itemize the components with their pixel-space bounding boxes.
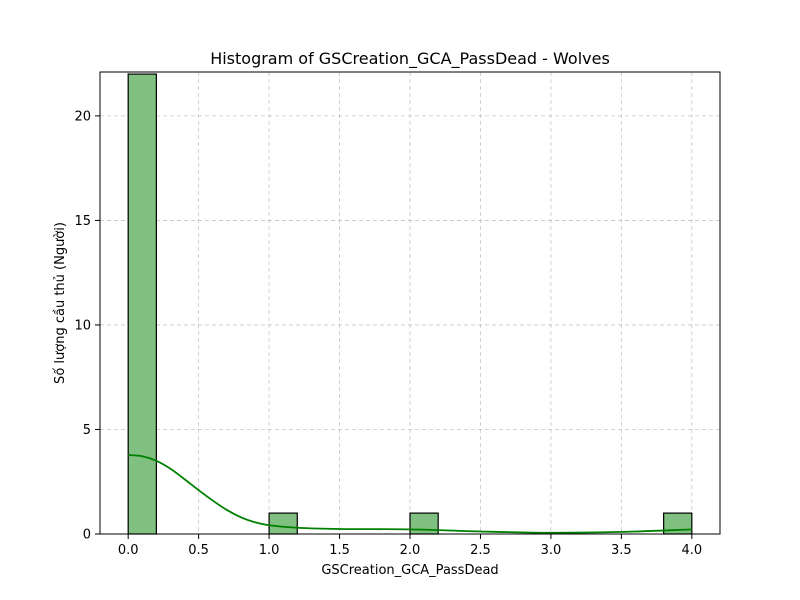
x-tick-label-1: 0.5 xyxy=(188,543,209,558)
bars xyxy=(127,73,693,535)
y-tick-label-4: 20 xyxy=(74,109,91,124)
y-tick-label-2: 10 xyxy=(74,318,91,333)
y-axis: 0 5 10 15 20 xyxy=(74,109,100,543)
x-tick-label-3: 1.5 xyxy=(329,543,350,558)
x-axis-label: GSCreation_GCA_PassDead xyxy=(321,563,498,578)
y-tick-label-3: 15 xyxy=(74,214,91,229)
x-tick-label-4: 2.0 xyxy=(400,543,421,558)
x-tick-label-8: 4.0 xyxy=(681,543,702,558)
histogram-bar-1 xyxy=(268,512,298,535)
chart-title: Histogram of GSCreation_GCA_PassDead - W… xyxy=(210,49,610,69)
kde-curve xyxy=(128,454,692,534)
x-tick-label-6: 3.0 xyxy=(541,543,562,558)
x-tick-label-7: 3.5 xyxy=(611,543,632,558)
grid xyxy=(100,72,720,535)
histogram-bar-0 xyxy=(127,73,157,535)
x-tick-label-2: 1.0 xyxy=(259,543,280,558)
y-tick-label-0: 0 xyxy=(83,528,91,543)
x-tick-label-0: 0.0 xyxy=(118,543,139,558)
y-tick-label-1: 5 xyxy=(83,423,91,438)
x-tick-label-5: 2.5 xyxy=(470,543,491,558)
y-axis-label: Số lượng cầu thủ (Người) xyxy=(53,222,68,384)
x-axis: 0.0 0.5 1.0 1.5 2.0 2.5 3.0 3.5 4.0 xyxy=(118,534,702,558)
